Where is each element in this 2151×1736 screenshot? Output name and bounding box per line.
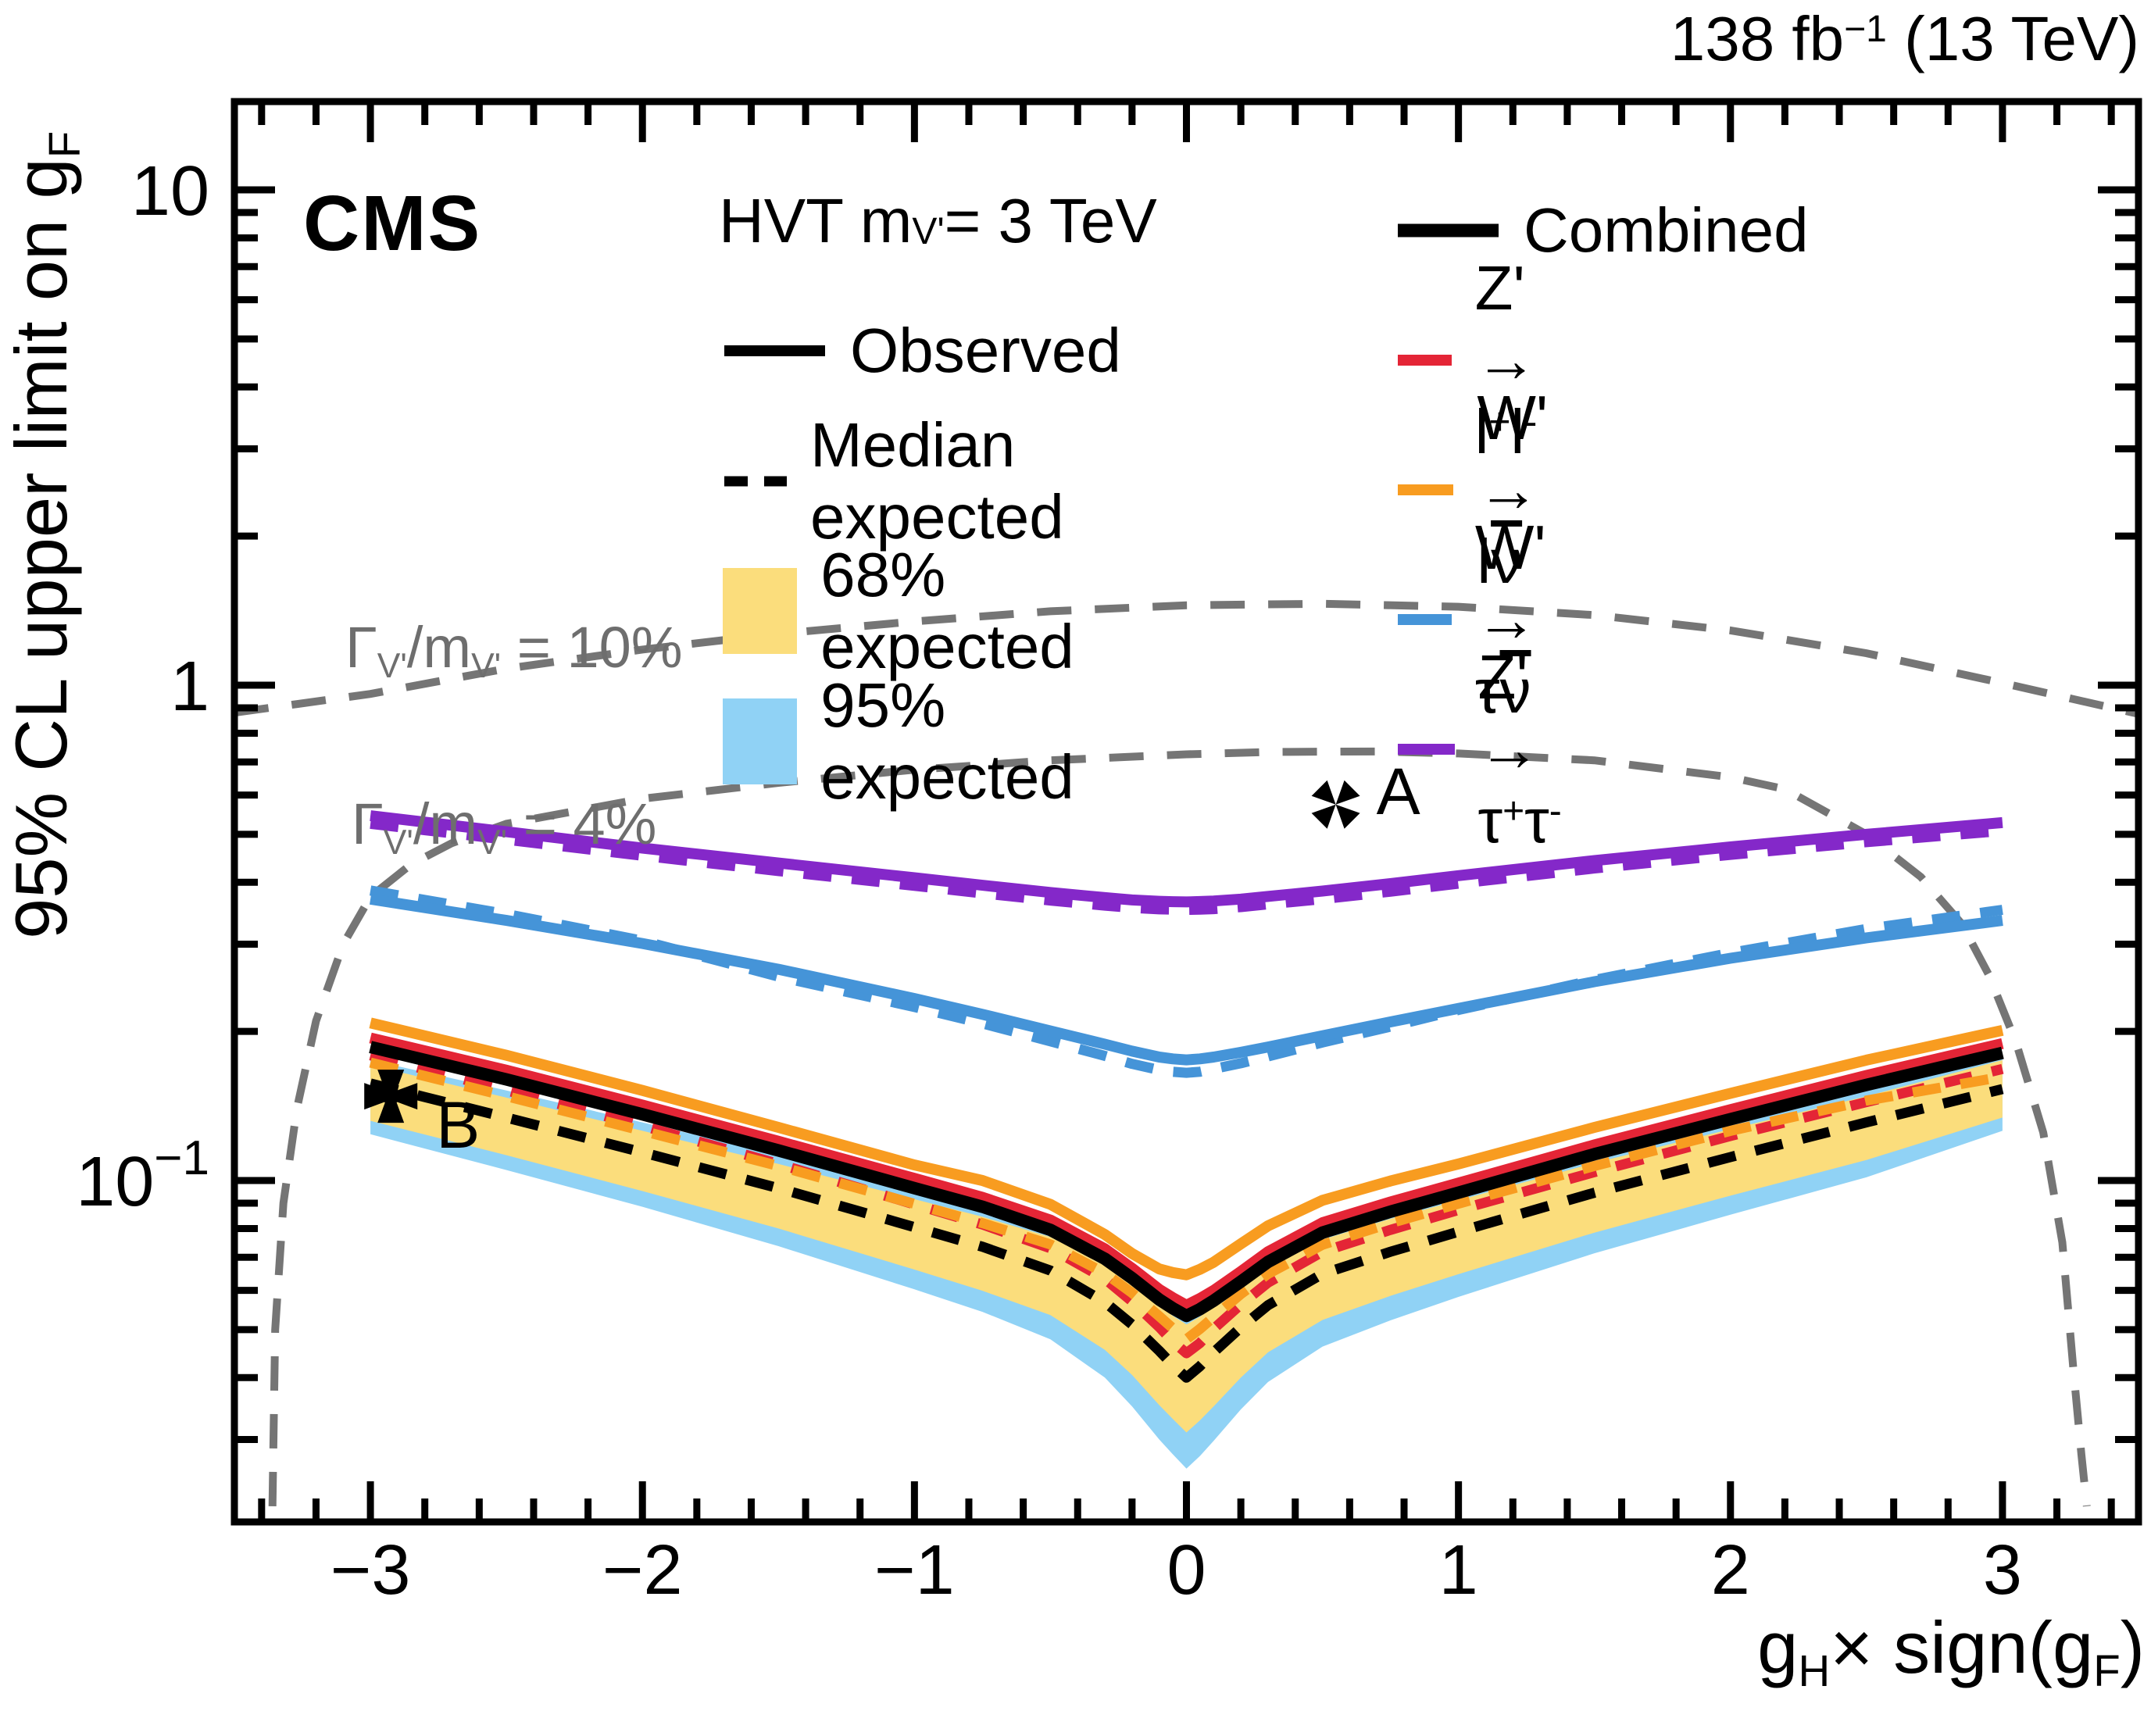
legend-item-median-expected: Median expected: [723, 410, 1104, 552]
benchmark-a-label: A: [1377, 755, 1420, 828]
legend-line-swatch: [1398, 484, 1454, 495]
y-tick-label: 10: [131, 152, 209, 230]
wprime-lnu-expected-curve: [369, 1057, 2004, 1345]
legend-title: HVT m V' = 3 TeV: [719, 186, 1157, 255]
legend-item-wprime-taunu: W' → τν: [1396, 513, 1595, 726]
legend-item-zprime-tautau: Z' → τ+τ-: [1396, 642, 1607, 855]
zprime-tautau-observed-curve: [370, 810, 2003, 908]
x-tick-label: −2: [602, 1531, 683, 1609]
benchmark-b-label: B: [436, 1088, 480, 1162]
combined-expected-curve: [369, 1078, 2004, 1383]
x-axis-title: gH× sign(gF): [1757, 1606, 2145, 1695]
zprime-tautau-expected-curve: [370, 818, 2003, 916]
y-axis-title: 95% CL upper limit on gF: [0, 130, 89, 939]
legend-item-combined: Combined: [1396, 187, 1809, 274]
legend-line-swatch: [1398, 744, 1455, 755]
y-tick-label: 10−1: [76, 1131, 209, 1221]
width-10pct-contour: [234, 599, 2138, 718]
legend-line-swatch: [724, 345, 825, 356]
luminosity-label: 138 fb−1 (13 TeV): [1670, 4, 2139, 73]
legend-item-label: 68% expected: [820, 540, 1074, 681]
legend-item-label: W' → lν: [1477, 383, 1549, 596]
legend-item-label: Median expected: [810, 410, 1064, 552]
y-tick-label: 1: [170, 648, 209, 726]
legend-item-observed: Observed: [723, 307, 1121, 395]
wprime-taunu-observed-curve: [370, 893, 2003, 1066]
x-tick-label: 0: [1167, 1531, 1206, 1609]
zprime-ll-expected-curve: [369, 1050, 2004, 1359]
legend-item-label: Combined: [1524, 195, 1809, 265]
legend-item-wprime-lnu: W' → lν: [1396, 383, 1595, 596]
benchmark-a-marker: [1311, 780, 1360, 829]
zprime-ll-observed-curve: [369, 1032, 2004, 1311]
legend-item-expected-95: 95% expected: [723, 670, 1104, 812]
benchmark-b-marker: [364, 1070, 418, 1123]
x-tick-label: −1: [874, 1531, 955, 1609]
legend-item-label: 95% expected: [820, 670, 1074, 812]
legend-item-label: Observed: [850, 316, 1121, 385]
legend-line-swatch: [1398, 614, 1452, 625]
legend-item-zprime-ll: Z' → l+l-: [1396, 253, 1586, 466]
wprime-lnu-observed-curve: [369, 1017, 2004, 1281]
width-contour-4pct-label: ΓV'/mV' = 4%: [352, 791, 657, 863]
wprime-taunu-expected-curve: [369, 885, 2003, 1078]
width-contour-10pct-label: ΓV'/mV' = 10%: [345, 615, 683, 686]
legend-line-swatch: [1398, 355, 1452, 366]
x-tick-label: −3: [331, 1531, 411, 1609]
legend-item-label: Z' → τ+τ-: [1477, 642, 1562, 855]
legend-item-label: W' → τν: [1474, 513, 1546, 726]
legend-item-label: Z' → l+l-: [1474, 253, 1538, 466]
x-tick-label: 2: [1711, 1531, 1750, 1609]
legend-item-expected-68: 68% expected: [723, 540, 1104, 681]
combined-observed-curve: [369, 1041, 2004, 1323]
x-tick-label: 1: [1439, 1531, 1478, 1609]
experiment-label: CMS: [303, 180, 482, 267]
legend-line-swatch: [1398, 223, 1499, 238]
legend-line-swatch: [724, 476, 787, 487]
legend-band-swatch: [723, 698, 798, 784]
plot-area: [234, 599, 2138, 1507]
x-tick-label: 3: [1983, 1531, 2022, 1609]
legend-band-swatch: [723, 568, 798, 654]
